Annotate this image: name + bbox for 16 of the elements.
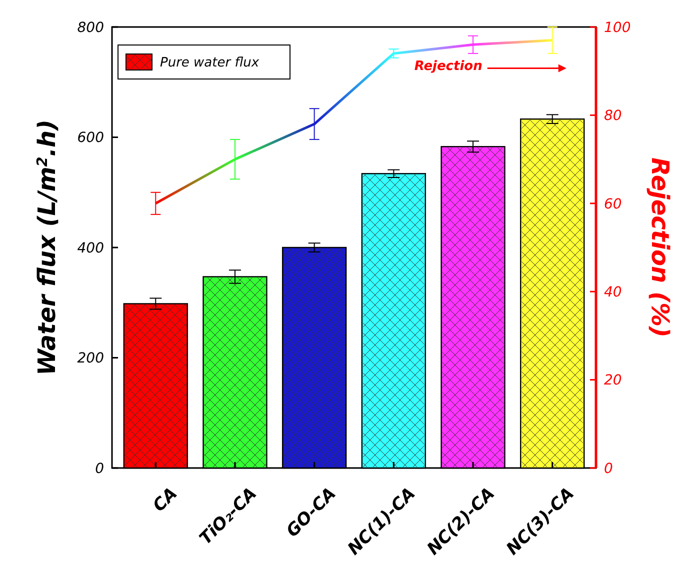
y-tick-label: 400 <box>77 240 104 256</box>
y2-tick-label: 40 <box>604 284 622 300</box>
y2-tick-label: 100 <box>604 20 631 36</box>
y-tick-label: 800 <box>77 20 104 36</box>
y2-tick-label: 60 <box>604 196 622 212</box>
legend-label: Pure water flux <box>160 56 260 71</box>
y2-tick-label: 20 <box>604 372 622 389</box>
y2-tick-label: 0 <box>604 460 613 477</box>
x-tick-label: CA <box>149 484 182 516</box>
y-tick-label: 0 <box>95 460 104 477</box>
y2-tick-label: 80 <box>604 108 622 124</box>
annotation: Rejection <box>414 59 482 74</box>
y2-axis-title: Rejection (%) <box>646 158 674 338</box>
y-tick-label: 600 <box>77 130 104 146</box>
y-tick-label: 200 <box>77 350 104 367</box>
line-series <box>154 38 554 205</box>
